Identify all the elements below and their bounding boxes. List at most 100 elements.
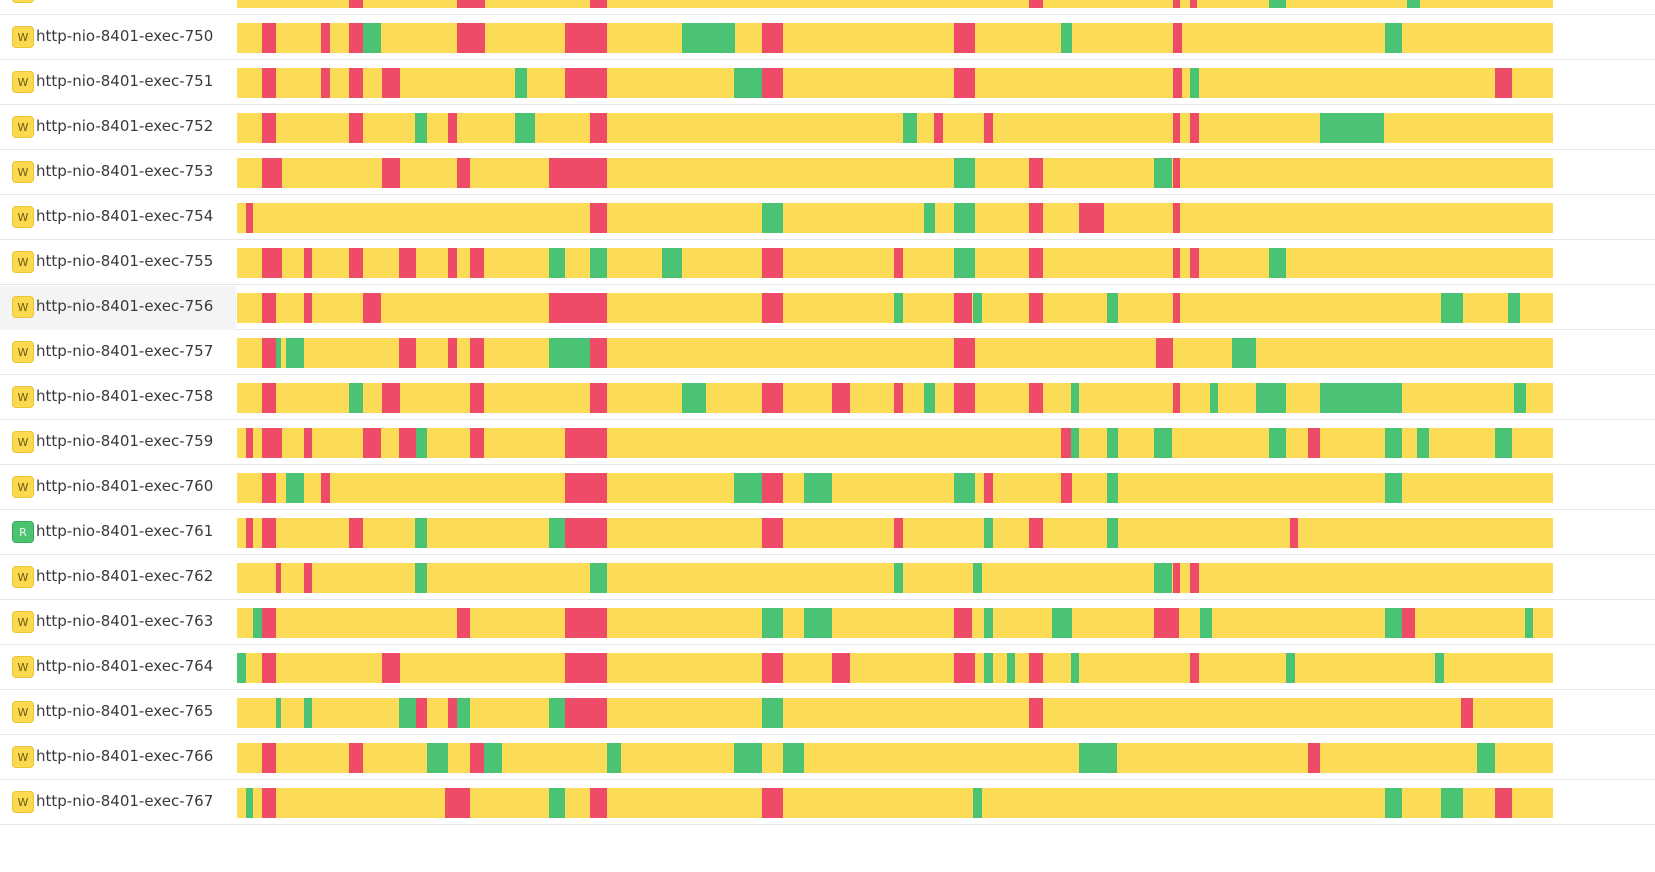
blocked-segment[interactable]: [457, 608, 470, 638]
blocked-segment[interactable]: [470, 743, 484, 773]
blocked-segment[interactable]: [262, 473, 276, 503]
thread-name[interactable]: http-nio-8401-exec-762: [36, 567, 214, 585]
blocked-segment[interactable]: [762, 248, 783, 278]
running-segment[interactable]: [1071, 653, 1079, 683]
running-segment[interactable]: [894, 293, 903, 323]
blocked-segment[interactable]: [262, 338, 276, 368]
running-segment[interactable]: [1071, 383, 1079, 413]
blocked-segment[interactable]: [262, 518, 276, 548]
blocked-segment[interactable]: [565, 608, 607, 638]
blocked-segment[interactable]: [457, 158, 470, 188]
running-segment[interactable]: [415, 518, 427, 548]
thread-name[interactable]: http-nio-8401-exec-751: [36, 72, 214, 90]
running-segment[interactable]: [484, 743, 502, 773]
blocked-segment[interactable]: [304, 248, 312, 278]
running-segment[interactable]: [1190, 68, 1199, 98]
running-segment[interactable]: [1061, 23, 1072, 53]
blocked-segment[interactable]: [349, 113, 363, 143]
thread-state-timeline-bar[interactable]: [237, 698, 1553, 728]
running-segment[interactable]: [415, 113, 427, 143]
blocked-segment[interactable]: [470, 428, 484, 458]
blocked-segment[interactable]: [448, 698, 457, 728]
running-segment[interactable]: [1407, 0, 1420, 8]
blocked-segment[interactable]: [262, 653, 276, 683]
blocked-segment[interactable]: [262, 293, 276, 323]
running-segment[interactable]: [1052, 608, 1072, 638]
running-segment[interactable]: [894, 563, 903, 593]
thread-name[interactable]: http-nio-8401-exec-767: [36, 792, 214, 810]
blocked-segment[interactable]: [382, 158, 400, 188]
blocked-segment[interactable]: [349, 518, 363, 548]
thread-name[interactable]: http-nio-8401-exec-760: [36, 477, 214, 495]
blocked-segment[interactable]: [954, 383, 975, 413]
running-segment[interactable]: [1107, 293, 1118, 323]
running-segment[interactable]: [1269, 428, 1286, 458]
thread-state-timeline-bar[interactable]: [237, 68, 1553, 98]
running-segment[interactable]: [349, 383, 363, 413]
blocked-segment[interactable]: [448, 338, 457, 368]
blocked-segment[interactable]: [954, 68, 975, 98]
thread-name[interactable]: http-nio-8401-exec-758: [36, 387, 214, 405]
thread-name[interactable]: http-nio-8401-exec-753: [36, 162, 214, 180]
thread-state-timeline-bar[interactable]: [237, 473, 1553, 503]
blocked-segment[interactable]: [590, 0, 607, 8]
blocked-segment[interactable]: [457, 23, 485, 53]
blocked-segment[interactable]: [1190, 248, 1199, 278]
thread-name[interactable]: http-nio-8401-exec-755: [36, 252, 214, 270]
running-segment[interactable]: [1435, 653, 1444, 683]
blocked-segment[interactable]: [549, 158, 607, 188]
blocked-segment[interactable]: [1061, 473, 1072, 503]
blocked-segment[interactable]: [349, 0, 363, 8]
blocked-segment[interactable]: [762, 383, 783, 413]
thread-state-timeline-bar[interactable]: [237, 203, 1553, 233]
blocked-segment[interactable]: [1190, 653, 1199, 683]
running-segment[interactable]: [804, 473, 832, 503]
running-segment[interactable]: [762, 608, 783, 638]
running-segment[interactable]: [954, 473, 975, 503]
blocked-segment[interactable]: [1173, 68, 1182, 98]
running-segment[interactable]: [682, 383, 706, 413]
blocked-segment[interactable]: [832, 653, 850, 683]
blocked-segment[interactable]: [565, 23, 607, 53]
running-segment[interactable]: [363, 23, 381, 53]
blocked-segment[interactable]: [565, 653, 607, 683]
blocked-segment[interactable]: [276, 563, 281, 593]
blocked-segment[interactable]: [246, 518, 253, 548]
blocked-segment[interactable]: [1029, 248, 1043, 278]
running-segment[interactable]: [783, 743, 804, 773]
blocked-segment[interactable]: [954, 653, 975, 683]
blocked-segment[interactable]: [1173, 383, 1180, 413]
blocked-segment[interactable]: [349, 248, 363, 278]
blocked-segment[interactable]: [565, 473, 607, 503]
blocked-segment[interactable]: [1495, 68, 1512, 98]
blocked-segment[interactable]: [382, 653, 400, 683]
blocked-segment[interactable]: [1029, 0, 1043, 8]
running-segment[interactable]: [253, 608, 262, 638]
running-segment[interactable]: [1508, 293, 1520, 323]
thread-name[interactable]: http-nio-8401-exec-761: [36, 522, 214, 540]
blocked-segment[interactable]: [363, 293, 381, 323]
blocked-segment[interactable]: [1190, 113, 1199, 143]
thread-state-timeline-bar[interactable]: [237, 338, 1553, 368]
thread-name[interactable]: http-nio-8401-exec-756: [36, 297, 214, 315]
blocked-segment[interactable]: [399, 248, 416, 278]
blocked-segment[interactable]: [565, 68, 607, 98]
running-segment[interactable]: [734, 743, 762, 773]
blocked-segment[interactable]: [399, 428, 416, 458]
blocked-segment[interactable]: [349, 68, 363, 98]
running-segment[interactable]: [549, 788, 565, 818]
running-segment[interactable]: [1441, 788, 1463, 818]
blocked-segment[interactable]: [565, 428, 607, 458]
running-segment[interactable]: [549, 698, 565, 728]
blocked-segment[interactable]: [262, 608, 276, 638]
running-segment[interactable]: [1071, 428, 1079, 458]
thread-state-timeline-bar[interactable]: [237, 0, 1553, 8]
